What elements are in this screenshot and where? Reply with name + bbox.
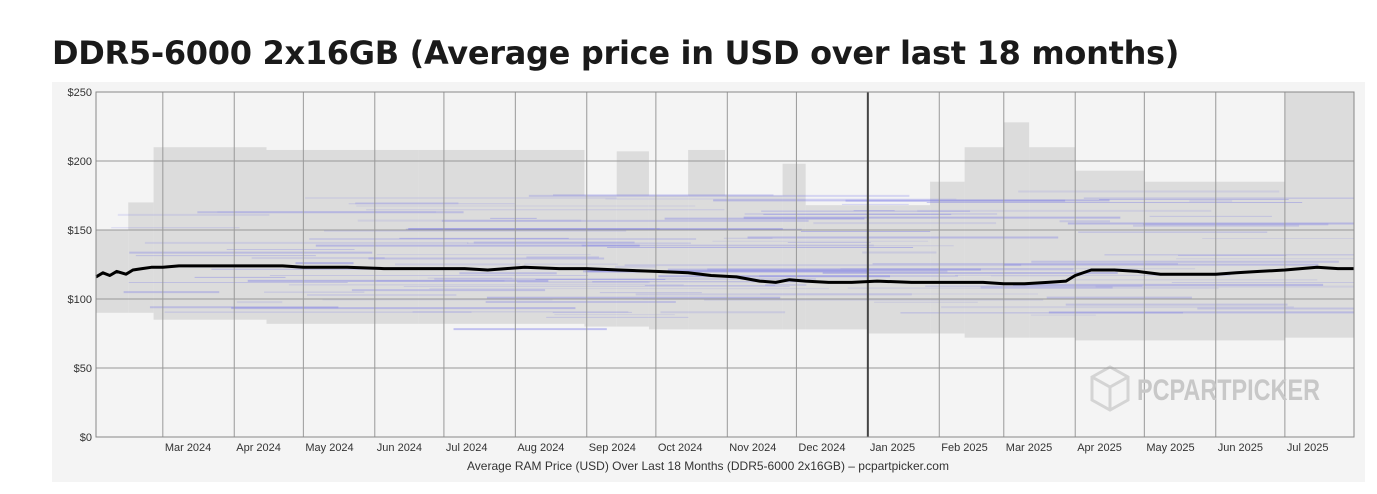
y-tick-label: $250	[68, 87, 92, 99]
price-range-band-11	[805, 205, 868, 330]
price-history-chart: PCPARTPICKER $0 $50 $100 $150 $200 $250 Mar 20…	[68, 87, 1355, 473]
price-range-band-10	[782, 163, 806, 330]
x-tick-label: Jan 2025	[870, 442, 915, 454]
x-tick-label: Mar 2024	[165, 442, 211, 454]
average-price-series	[95, 264, 1354, 286]
page-title: DDR5-6000 2x16GB (Average price in USD o…	[52, 34, 1180, 72]
y-tick-label: $100	[68, 294, 92, 306]
plot-border	[95, 91, 1355, 438]
x-tick-label: Nov 2024	[729, 442, 776, 454]
chart-caption: Average RAM Price (USD) Over Last 18 Mon…	[467, 459, 949, 473]
x-tick-label: Apr 2025	[1077, 442, 1122, 454]
x-tick-label: May 2025	[1146, 442, 1194, 454]
price-range-band-1	[128, 202, 154, 313]
x-tick-label: May 2024	[305, 442, 353, 454]
price-range-band-3	[266, 149, 419, 324]
x-tick-label: Dec 2024	[798, 442, 845, 454]
axes: $0 $50 $100 $150 $200 $250 Mar 2024 Apr 2024 May…	[68, 87, 1355, 454]
chart-panel: PCPARTPICKER $0 $50 $100 $150 $200 $250 Mar 20…	[52, 82, 1365, 482]
price-range-band-18	[1144, 181, 1285, 341]
y-tick-label: $150	[68, 225, 92, 237]
grid	[96, 91, 1354, 438]
x-tick-label: Jul 2025	[1287, 442, 1329, 454]
x-tick-label: Mar 2025	[1006, 442, 1052, 454]
x-tick-label: Jun 2024	[377, 442, 422, 454]
price-range-bands	[96, 92, 1354, 341]
price-range-band-6	[616, 151, 649, 327]
price-range-band-14	[964, 147, 1004, 338]
retailer-price-lines	[111, 190, 1354, 331]
price-range-band-13	[930, 181, 965, 334]
pcpartpicker-watermark: PCPARTPICKER	[1090, 365, 1320, 412]
price-range-band-16	[1029, 147, 1076, 338]
price-range-band-8	[688, 149, 725, 330]
price-range-band-19	[1284, 92, 1354, 338]
x-tick-label: Apr 2024	[236, 442, 281, 454]
x-tick-label: Jul 2024	[446, 442, 488, 454]
pcpartpicker-logo-icon	[1090, 365, 1130, 412]
price-range-band-12	[867, 205, 931, 334]
y-tick-label: $200	[68, 156, 92, 168]
x-tick-label: Feb 2025	[941, 442, 987, 454]
price-range-band-9	[725, 195, 783, 330]
y-tick-label: $0	[80, 432, 92, 444]
x-tick-label: Sep 2024	[589, 442, 636, 454]
watermark-text: PCPARTPICKER	[1137, 374, 1320, 407]
price-range-band-2	[153, 147, 267, 320]
price-range-band-0	[96, 230, 129, 313]
y-tick-label: $50	[74, 363, 92, 375]
x-tick-label: Jun 2025	[1218, 442, 1263, 454]
average-price-line	[95, 264, 1354, 286]
price-range-band-17	[1075, 170, 1145, 341]
price-range-band-4	[418, 149, 585, 324]
x-tick-label: Oct 2024	[658, 442, 703, 454]
price-range-band-7	[648, 195, 689, 330]
price-range-band-5	[584, 195, 617, 327]
x-tick-label: Aug 2024	[517, 442, 564, 454]
